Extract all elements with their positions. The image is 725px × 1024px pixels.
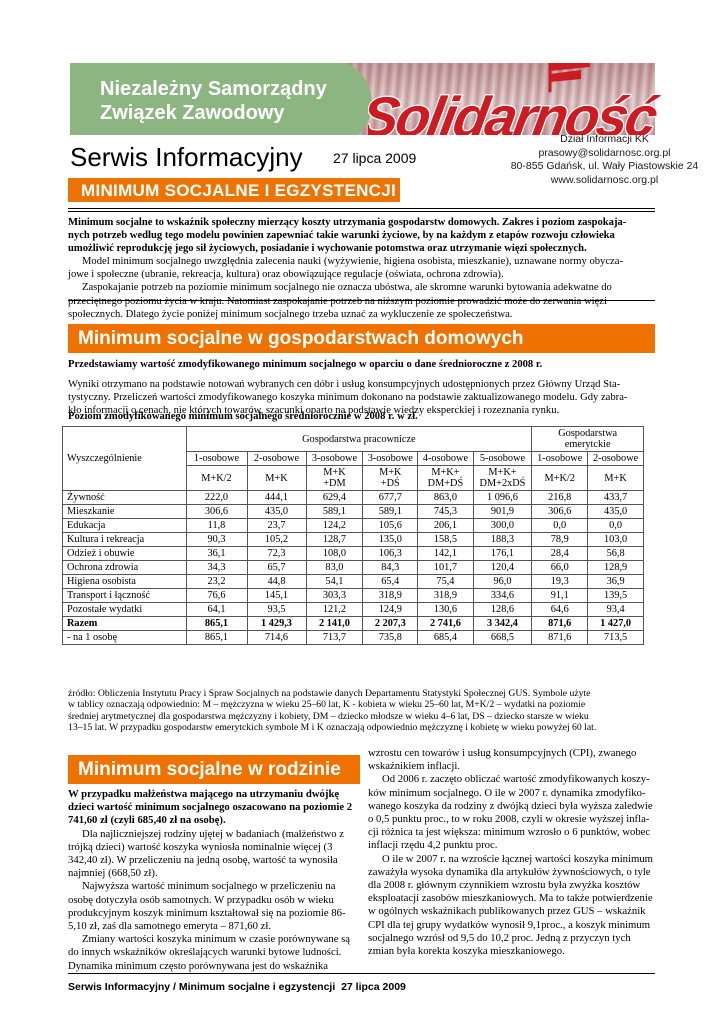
svg-text:Solidarność: Solidarność [368, 85, 663, 135]
